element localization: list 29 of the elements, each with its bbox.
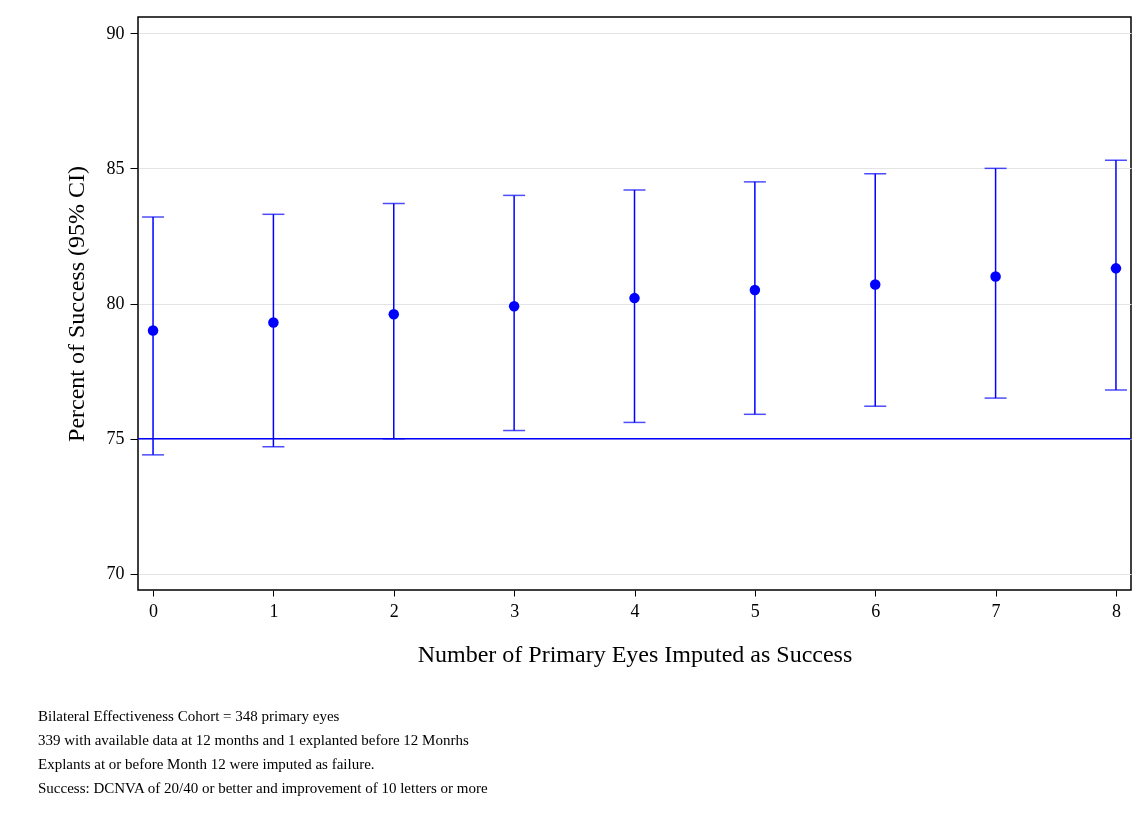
x-tick-label: 0 [149,600,159,621]
point [268,317,279,328]
point [629,292,640,304]
y-tick-label: 70 [106,563,125,584]
point [990,271,1001,282]
x-tick-label: 1 [269,600,279,621]
x-tick-label: 7 [991,600,1001,621]
text: Bilateral Effectiveness Cohort = 348 primary eyes [38,707,341,726]
y-tick-label: 85 [106,157,125,178]
x-tick-label: 2 [389,600,399,621]
point [749,284,761,296]
text: Success: DCNVA of 20/40 or better and improvement of 10 letters or more [38,779,488,798]
x-tick-label: 5 [750,600,760,621]
x-tick-label: 3 [510,600,520,621]
text: 339 with available data at 12 months and 1 explanted before 12 Monrhs [38,731,470,750]
point [1110,263,1122,274]
point [388,309,400,320]
y-axis-title: Percent of Success (95% CI) [62,166,89,442]
point [508,300,520,312]
x-tick-label: 8 [1111,600,1121,621]
x-tick-label: 4 [630,600,640,621]
y-tick-label: 90 [106,22,125,43]
text: Explants at or before Month 12 were imputed as failure. [38,755,376,774]
x-axis-title: Number of Primary Eyes Imputed as Success [417,640,853,667]
x-tick-label: 6 [871,600,881,621]
point [869,279,881,290]
y-tick-label: 75 [106,428,125,449]
point [147,325,159,336]
y-tick-label: 80 [106,293,125,313]
